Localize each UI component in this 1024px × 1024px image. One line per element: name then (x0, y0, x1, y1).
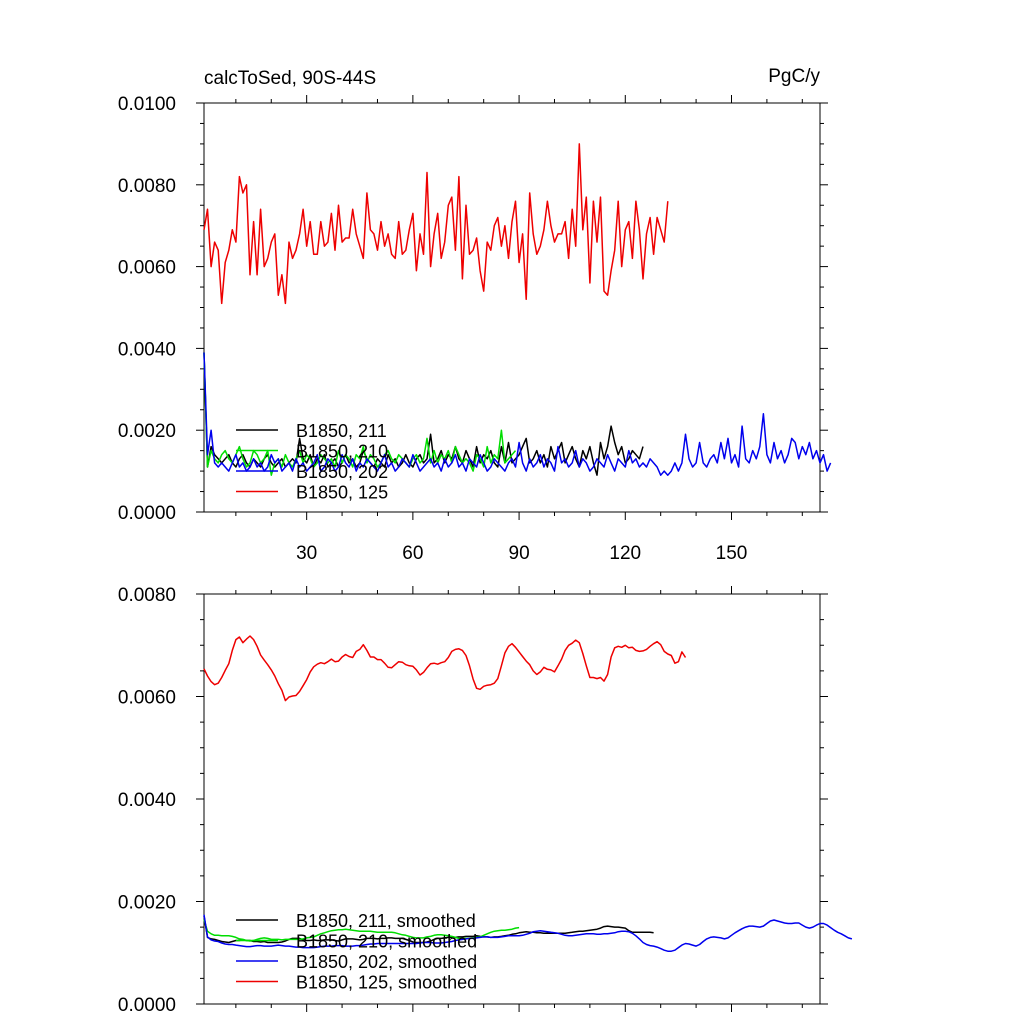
top-x-tick-label: 120 (609, 543, 641, 564)
top-legend-label-1: B1850, 210 (296, 442, 388, 462)
top-y-tick-label: 0.0040 (118, 339, 176, 360)
top-legend-label-2: B1850, 202 (296, 462, 388, 482)
top-y-tick-label: 0.0000 (118, 503, 176, 524)
bottom-legend-label-1: B1850, 210, smoothed (296, 932, 477, 952)
bottom-series-line-0 (203, 915, 654, 944)
bottom-y-tick-label: 0.0080 (118, 585, 176, 606)
bottom-y-tick-label: 0.0000 (118, 995, 176, 1016)
top-panel-title: calcToSed, 90S-44S (204, 68, 376, 89)
bottom-panel: 0.0000 0.0020 0.0040 0.0060 0.0080 B1850, 211… (118, 585, 853, 1016)
bottom-legend-label-3: B1850, 125, smoothed (296, 973, 477, 993)
top-panel: calcToSed, 90S-44S PgC/y 0.0000 0.0020 0.0… (118, 66, 832, 564)
top-y-tick-label: 0.0080 (118, 176, 176, 197)
bottom-series-line-2 (203, 914, 853, 952)
bottom-legend-label-0: B1850, 211, smoothed (296, 911, 476, 931)
top-x-tick-label: 150 (716, 543, 748, 564)
top-y-tick-label: 0.0100 (118, 94, 176, 115)
bottom-series-line-3 (203, 635, 687, 702)
bottom-legend-label-2: B1850, 202, smoothed (296, 952, 477, 972)
bottom-y-tick-label: 0.0060 (118, 688, 176, 709)
top-y-tick-label: 0.0060 (118, 258, 176, 279)
top-x-tick-label: 60 (402, 543, 423, 564)
top-x-tick-label: 30 (296, 543, 317, 564)
top-legend-label-3: B1850, 125 (296, 483, 388, 503)
bottom-y-tick-label: 0.0020 (118, 893, 176, 914)
bottom-y-tick-label: 0.0040 (118, 790, 176, 811)
top-series-line-0 (203, 352, 644, 476)
top-series-line-3 (203, 143, 669, 305)
top-series-line-1 (203, 352, 517, 476)
top-legend-label-0: B1850, 211 (296, 421, 387, 441)
top-y-tick-label: 0.0020 (118, 421, 176, 442)
top-series-line-2 (203, 352, 832, 476)
top-panel-units: PgC/y (768, 66, 820, 87)
top-x-tick-label: 90 (509, 543, 530, 564)
